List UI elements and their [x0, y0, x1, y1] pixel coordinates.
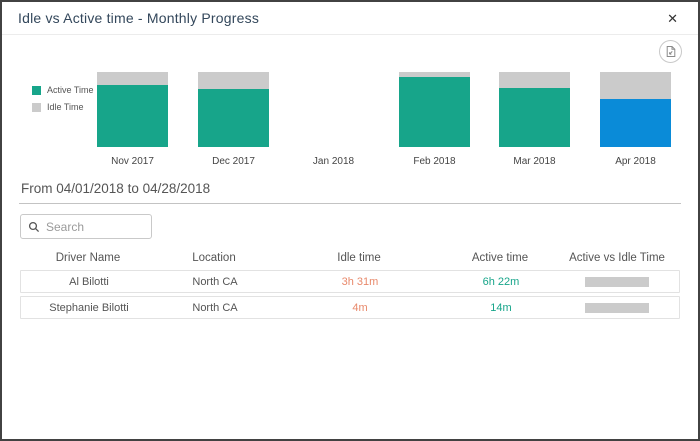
- location-cell: North CA: [192, 301, 238, 314]
- table-row[interactable]: Stephanie Bilotti North CA 4m 14m: [20, 296, 680, 319]
- month-label: Dec 2017: [212, 156, 255, 167]
- chart-bar-mar-2018[interactable]: Mar 2018: [499, 72, 570, 167]
- legend-label-active-time: Active Time: [47, 85, 94, 95]
- active-time-cell: 6h 22m: [482, 275, 520, 288]
- export-image-icon: [666, 46, 676, 57]
- active-vs-idle-cell: [555, 302, 679, 313]
- column-header-location: Location: [192, 252, 236, 264]
- table-row[interactable]: Al Bilotti North CA 3h 31m 6h 22m: [20, 270, 680, 293]
- chart-legend: Active Time Idle Time: [32, 85, 94, 119]
- active-vs-idle-bar: [585, 276, 649, 287]
- driver-name-cell: Stephanie Bilotti: [49, 301, 129, 314]
- idle-time-cell: 4m: [352, 301, 368, 314]
- active-segment: [399, 77, 470, 147]
- active-segment: [499, 87, 570, 147]
- dialog-title: Idle vs Active time - Monthly Progress: [18, 10, 260, 26]
- table-header-row: Driver Name Location Idle time Active ti…: [20, 246, 680, 270]
- column-header-active-vs-idle: Active vs Idle Time: [569, 252, 665, 264]
- close-icon[interactable]: ✕: [663, 8, 682, 29]
- month-label: Jan 2018: [312, 156, 355, 167]
- export-image-button[interactable]: [659, 40, 682, 63]
- active-vs-idle-bar: [585, 302, 649, 313]
- active-segment: [97, 84, 168, 147]
- chart-bar-feb-2018[interactable]: Feb 2018: [399, 72, 470, 167]
- chart-bar-dec-2017[interactable]: Dec 2017: [198, 72, 269, 167]
- legend-label-idle-time: Idle Time: [47, 102, 84, 112]
- legend-item-active-time: Active Time: [32, 85, 94, 95]
- idle-segment: [499, 72, 570, 88]
- drivers-table: Driver Name Location Idle time Active ti…: [20, 246, 680, 319]
- active-segment: [198, 89, 269, 147]
- chart-bar-nov-2017[interactable]: Nov 2017: [97, 72, 168, 167]
- bar-stack: [298, 72, 369, 147]
- chart-bar-apr-2018[interactable]: Apr 2018: [600, 72, 671, 167]
- dialog-header: Idle vs Active time - Monthly Progress ✕: [2, 2, 698, 35]
- search-box[interactable]: [20, 214, 152, 239]
- search-icon: [28, 221, 40, 232]
- idle-time-swatch: [32, 102, 41, 112]
- search-input[interactable]: [46, 219, 144, 234]
- column-header-idle-time: Idle time: [337, 252, 381, 264]
- active-vs-idle-cell: [555, 276, 679, 287]
- active-time-cell: 14m: [490, 301, 512, 314]
- active-time-swatch: [32, 85, 41, 95]
- month-label: Mar 2018: [513, 156, 556, 167]
- driver-name-cell: Al Bilotti: [69, 275, 109, 288]
- bar-stack: [198, 72, 269, 147]
- month-label: Nov 2017: [111, 156, 154, 167]
- legend-item-idle-time: Idle Time: [32, 102, 94, 112]
- active-segment: [600, 99, 671, 147]
- bar-stack: [499, 72, 570, 147]
- bar-stack: [97, 72, 168, 147]
- idle-segment: [97, 72, 168, 85]
- idle-segment: [600, 72, 671, 99]
- month-label: Apr 2018: [615, 156, 656, 167]
- idle-segment: [198, 72, 269, 90]
- idle-segment: [399, 72, 470, 78]
- bar-stack: [399, 72, 470, 147]
- chart-area: Active Time Idle Time Nov 2017 Dec 2017 Ja…: [2, 35, 698, 168]
- column-header-driver-name: Driver Name: [55, 252, 121, 264]
- period-heading: From 04/01/2018 to 04/28/2018: [19, 168, 681, 204]
- monthly-bar-chart: Nov 2017 Dec 2017 Jan 2018 Feb 2018 Mar 2018…: [2, 35, 698, 168]
- month-label: Feb 2018: [413, 156, 456, 167]
- chart-bar-jan-2018[interactable]: Jan 2018: [298, 72, 369, 167]
- column-header-active-time: Active time: [471, 252, 529, 264]
- idle-time-cell: 3h 31m: [341, 275, 379, 288]
- location-cell: North CA: [192, 275, 238, 288]
- bar-stack: [600, 72, 671, 147]
